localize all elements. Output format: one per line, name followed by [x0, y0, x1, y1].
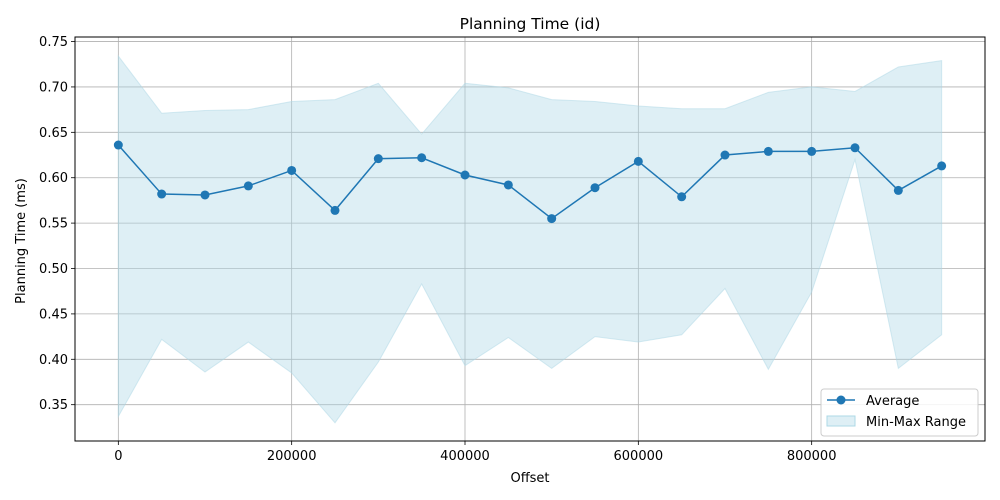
y-tick-label: 0.45: [39, 307, 68, 322]
average-data-point: [243, 181, 253, 191]
range-band-layer: [117, 54, 943, 424]
legend-average-label: Average: [866, 394, 919, 409]
x-tick-label: 0: [114, 449, 122, 464]
y-tick-label: 0.35: [39, 398, 68, 413]
grid: [75, 37, 985, 441]
y-tick-label: 0.55: [39, 217, 68, 232]
average-data-point: [590, 183, 600, 193]
y-tick-label: 0.60: [39, 171, 68, 186]
average-data-point: [503, 180, 513, 190]
x-axis-ticks: 0 200000 400000 600000 800000: [114, 441, 836, 464]
legend-range-label: Min-Max Range: [866, 415, 966, 430]
series-line-layer: [117, 144, 943, 220]
y-tick-label: 0.70: [39, 80, 68, 95]
y-tick-label: 0.65: [39, 126, 68, 141]
average-data-point: [633, 156, 643, 166]
average-data-point: [807, 146, 817, 156]
average-data-point: [460, 170, 470, 180]
average-data-point: [417, 153, 427, 163]
min-max-range-band: [117, 54, 943, 424]
x-tick-label: 800000: [787, 449, 837, 464]
average-data-point: [763, 146, 773, 156]
legend-box: [820, 388, 979, 437]
legend: Average Min-Max Range: [820, 388, 979, 437]
y-tick-label: 0.50: [39, 262, 68, 277]
chart-title: Planning Time (id): [460, 15, 601, 33]
average-data-point: [893, 185, 903, 195]
legend-range-patch: [826, 415, 856, 427]
average-data-point: [677, 192, 687, 202]
average-data-point: [330, 205, 340, 215]
average-data-point: [547, 214, 557, 224]
average-data-point: [850, 143, 860, 153]
y-tick-label: 0.40: [39, 353, 68, 368]
x-tick-label: 600000: [614, 449, 664, 464]
x-axis-label: Offset: [510, 471, 549, 486]
average-data-point: [157, 189, 167, 199]
axes-frame: [74, 36, 986, 442]
legend-average-point-marker: [836, 395, 846, 405]
series-points-layer: [113, 140, 947, 224]
y-tick-label: 0.75: [39, 35, 68, 50]
average-data-point: [720, 150, 730, 160]
average-data-point: [287, 165, 297, 175]
average-data-point: [373, 154, 383, 164]
x-tick-label: 400000: [440, 449, 490, 464]
y-axis-ticks: 0.35 0.40 0.45 0.50 0.55 0.60 0.65 0.70 0.75: [39, 35, 75, 413]
y-axis-label: Planning Time (ms): [14, 178, 29, 304]
average-data-point: [200, 190, 210, 200]
average-data-point: [113, 140, 123, 150]
average-series-line: [117, 144, 943, 220]
x-tick-label: 200000: [267, 449, 317, 464]
average-data-point: [937, 161, 947, 171]
